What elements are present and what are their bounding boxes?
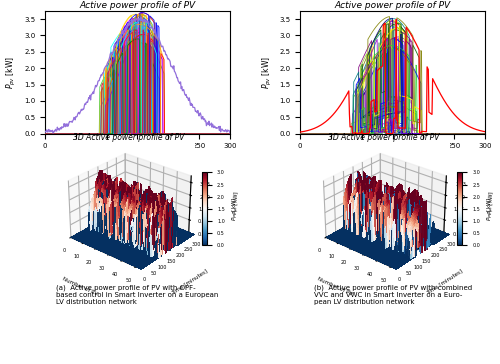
Title: 3D Active power profile of PV: 3D Active power profile of PV <box>328 133 440 142</box>
Title: 3D Active power profile of PV: 3D Active power profile of PV <box>72 133 184 142</box>
Title: Active power profile of PV: Active power profile of PV <box>80 1 196 10</box>
Y-axis label: Time [minutes]: Time [minutes] <box>426 268 464 295</box>
Text: (b)  Active power profile of PV with combined
VVC and VWC in Smart Inverter on a: (b) Active power profile of PV with comb… <box>314 284 472 305</box>
X-axis label: Time [minutes]: Time [minutes] <box>108 155 166 164</box>
Y-axis label: Time [minutes]: Time [minutes] <box>170 268 208 295</box>
Y-axis label: $P_{pv}$ [kW]: $P_{pv}$ [kW] <box>486 197 496 221</box>
Y-axis label: $P_{pv}$ [kW]: $P_{pv}$ [kW] <box>260 56 274 89</box>
Text: (a)  Active power profile of PV with OPF-
based control in Smart Inverter on a E: (a) Active power profile of PV with OPF-… <box>56 284 218 305</box>
Y-axis label: $P_{pv}$ [kW]: $P_{pv}$ [kW] <box>6 56 18 89</box>
X-axis label: Number of PV: Number of PV <box>317 277 354 297</box>
X-axis label: Number of PV: Number of PV <box>62 277 98 297</box>
X-axis label: Time [minutes]: Time [minutes] <box>364 155 422 164</box>
Title: Active power profile of PV: Active power profile of PV <box>334 1 450 10</box>
Y-axis label: $P_{pv}$ [kW]: $P_{pv}$ [kW] <box>230 197 240 221</box>
